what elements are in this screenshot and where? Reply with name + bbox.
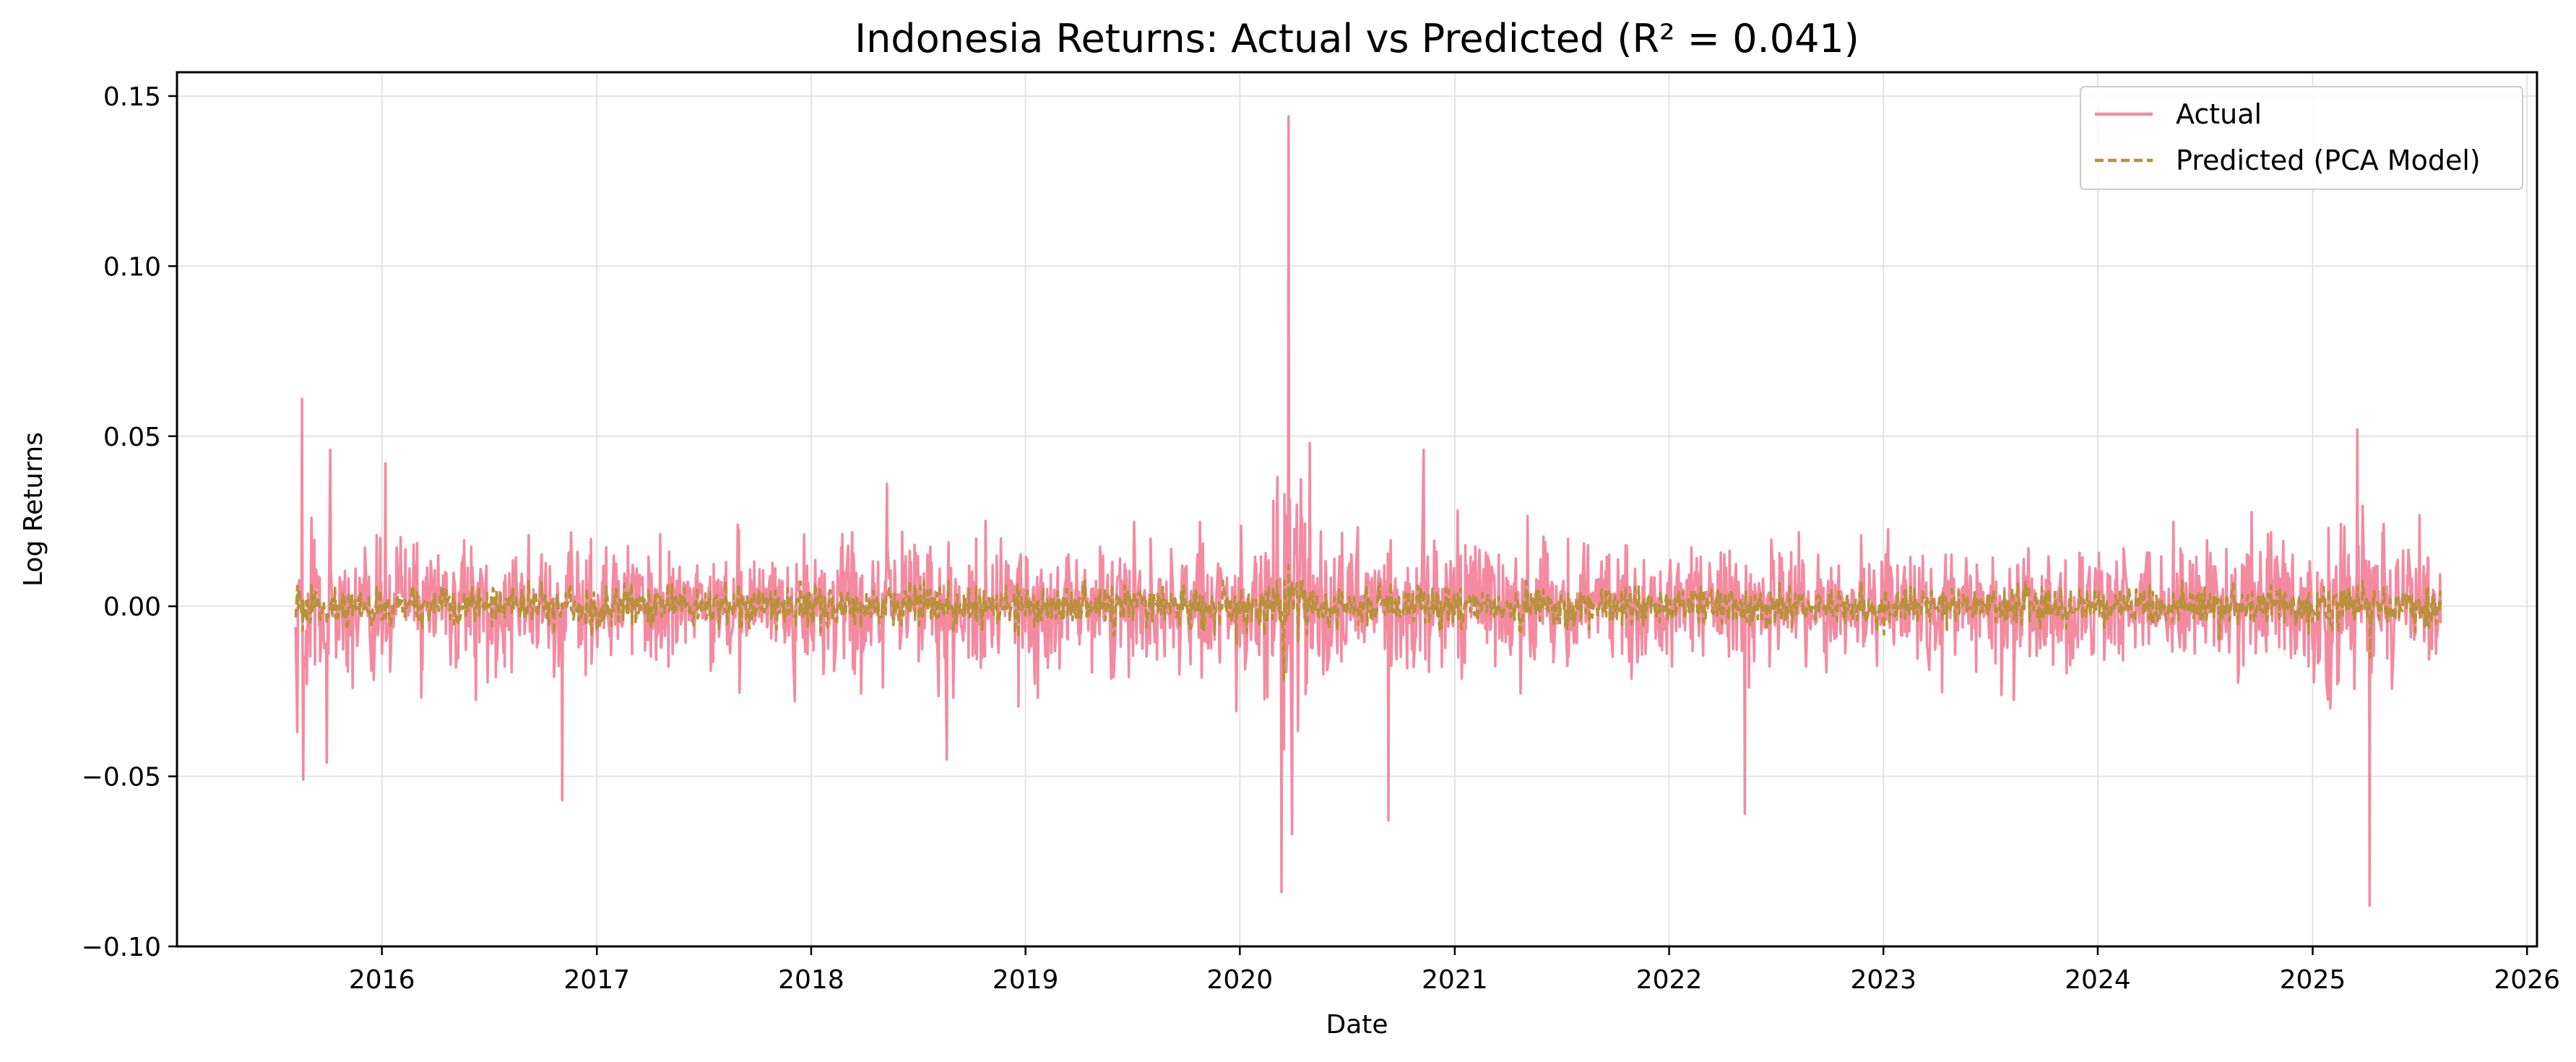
plot-series <box>294 115 2442 907</box>
x-tick-label: 2023 <box>1850 965 1916 995</box>
axis-ticks: 2016 2017 2018 2019 2020 2021 2022 2023 2024 2025… <box>82 82 2560 995</box>
x-tick-label: 2017 <box>563 965 630 995</box>
y-tick-label: 0.00 <box>103 592 161 622</box>
series-predicted-line <box>294 564 2442 683</box>
x-tick-label: 2025 <box>2280 965 2346 995</box>
x-tick-label: 2026 <box>2494 965 2560 995</box>
x-tick-label: 2018 <box>778 965 844 995</box>
x-tick-label: 2016 <box>349 965 415 995</box>
y-tick-label: 0.05 <box>103 423 161 452</box>
y-axis-label: Log Returns <box>19 432 48 587</box>
y-tick-label: 0.10 <box>103 252 161 282</box>
legend-box <box>2080 86 2523 190</box>
plot-frame <box>176 71 2538 948</box>
chart-title: Indonesia Returns: Actual vs Predicted (… <box>855 16 1859 61</box>
y-tick-label: −0.10 <box>82 933 161 962</box>
x-axis-label: Date <box>1326 1010 1388 1040</box>
x-tick-label: 2019 <box>993 965 1059 995</box>
legend-label-predicted: Predicted (PCA Model) <box>2176 144 2481 176</box>
y-tick-label: −0.05 <box>82 763 161 793</box>
y-tick-label: 0.15 <box>103 82 161 112</box>
x-tick-label: 2024 <box>2065 965 2131 995</box>
x-tick-label: 2022 <box>1636 965 1703 995</box>
x-tick-label: 2021 <box>1422 965 1488 995</box>
legend-label-actual: Actual <box>2176 98 2262 130</box>
x-tick-label: 2020 <box>1207 965 1274 995</box>
legend: Actual Predicted (PCA Model) <box>2080 86 2523 190</box>
